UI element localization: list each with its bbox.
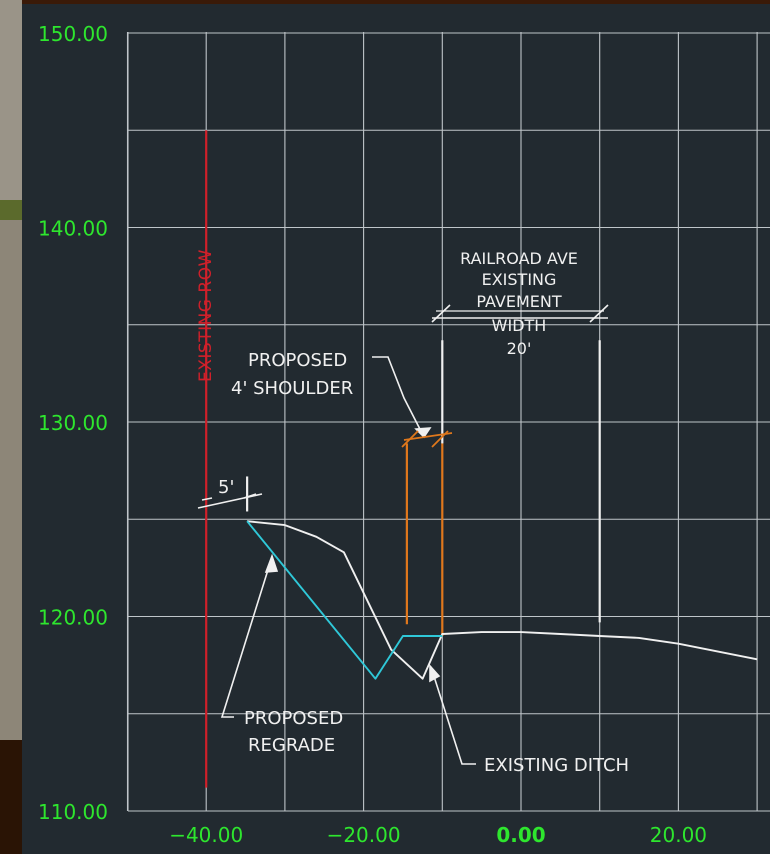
dim-pavement-tick-right [589,304,609,323]
x-tick-labels: −40.00 −20.00 0.00 20.00 [169,823,707,847]
series-lines [246,520,758,680]
series-line [246,520,443,680]
y-tick-label: 110.00 [38,800,108,824]
annotation-existing-row: EXISTING ROW [196,249,216,382]
x-tick-label: −20.00 [327,823,401,847]
background-photo [0,0,22,854]
y-tick-label: 130.00 [38,411,108,435]
annotation-proposed-shoulder: PROPOSED 4' SHOULDER [231,350,353,399]
shoulder-dimension [401,430,453,448]
x-tick-label: −40.00 [169,823,243,847]
railroad-ave-line-1: RAILROAD AVE [460,249,578,268]
dim-5ft-tick-right [243,493,257,499]
dimension-lines [197,304,609,765]
annotation-existing-ditch: EXISTING DITCH [484,755,629,776]
railroad-ave-line-3: PAVEMENT [476,292,561,311]
railroad-ave-line-4: WIDTH [492,316,547,335]
series-line [247,520,758,680]
railroad-ave-line-5: 20' [507,339,532,358]
drawing-background [22,4,770,854]
regrade-leader [220,556,273,718]
vertical-lines [205,130,601,788]
ditch-leader [430,666,476,765]
existing-ditch-label: EXISTING DITCH [484,755,629,776]
ditch-leader-arrow [429,663,441,683]
y-tick-label: 120.00 [38,606,108,630]
shoulder-leader [372,356,425,438]
shoulder-dim-tick-right [431,430,449,448]
shoulder-dim-tick-left [401,430,419,448]
dim-5ft-tick-left [201,497,213,501]
dim-pavement-tick-left [431,304,451,323]
regrade-leader-arrow [264,553,279,573]
railroad-ave-line-2: EXISTING [482,270,557,289]
proposed-regrade-line-2: REGRADE [248,735,335,756]
x-tick-label: 20.00 [650,823,707,847]
proposed-shoulder-line-2: 4' SHOULDER [231,378,353,399]
y-tick-label: 140.00 [38,217,108,241]
y-tick-labels: 110.00 120.00 130.00 140.00 150.00 [38,22,108,824]
existing-row-label: EXISTING ROW [196,249,216,382]
y-tick-label: 150.00 [38,22,108,46]
shoulder-leader-arrow [414,427,432,439]
five-ft-label: 5' [218,477,234,498]
proposed-regrade-line-1: PROPOSED [244,708,343,729]
proposed-shoulder-line-1: PROPOSED [248,350,347,371]
annotation-proposed-regrade: PROPOSED REGRADE [244,708,343,756]
annotation-5ft: 5' [218,477,234,498]
annotation-railroad-ave: RAILROAD AVE EXISTING PAVEMENT WIDTH 20' [460,249,578,358]
x-tick-label: 0.00 [496,823,545,847]
